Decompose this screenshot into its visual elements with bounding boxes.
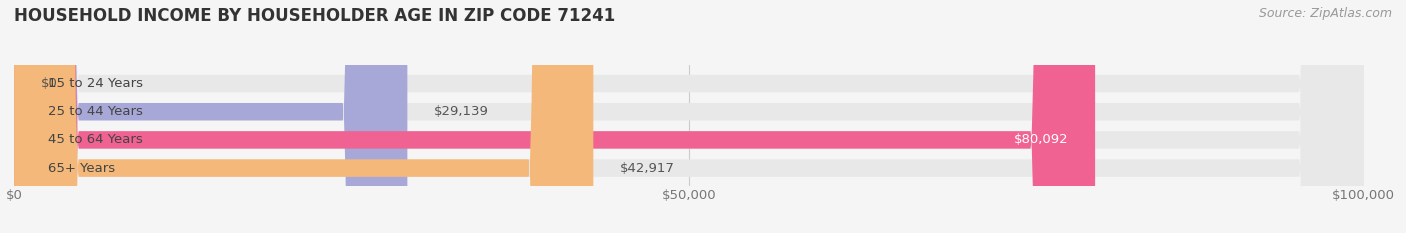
Text: Source: ZipAtlas.com: Source: ZipAtlas.com xyxy=(1258,7,1392,20)
FancyBboxPatch shape xyxy=(14,0,1364,233)
FancyBboxPatch shape xyxy=(14,0,1364,233)
FancyBboxPatch shape xyxy=(14,0,1364,233)
FancyBboxPatch shape xyxy=(14,0,593,233)
Text: HOUSEHOLD INCOME BY HOUSEHOLDER AGE IN ZIP CODE 71241: HOUSEHOLD INCOME BY HOUSEHOLDER AGE IN Z… xyxy=(14,7,616,25)
Text: $29,139: $29,139 xyxy=(434,105,489,118)
FancyBboxPatch shape xyxy=(14,0,1095,233)
Text: $42,917: $42,917 xyxy=(620,161,675,175)
Text: 65+ Years: 65+ Years xyxy=(48,161,115,175)
FancyBboxPatch shape xyxy=(14,0,408,233)
Text: 25 to 44 Years: 25 to 44 Years xyxy=(48,105,142,118)
FancyBboxPatch shape xyxy=(14,0,1364,233)
Text: $0: $0 xyxy=(41,77,58,90)
Text: 45 to 64 Years: 45 to 64 Years xyxy=(48,134,142,146)
Text: 15 to 24 Years: 15 to 24 Years xyxy=(48,77,143,90)
Text: $80,092: $80,092 xyxy=(1014,134,1069,146)
